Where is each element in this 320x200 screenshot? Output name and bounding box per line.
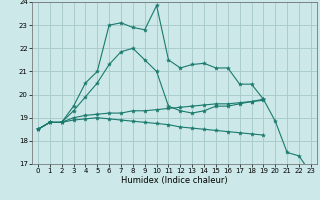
X-axis label: Humidex (Indice chaleur): Humidex (Indice chaleur) — [121, 176, 228, 185]
